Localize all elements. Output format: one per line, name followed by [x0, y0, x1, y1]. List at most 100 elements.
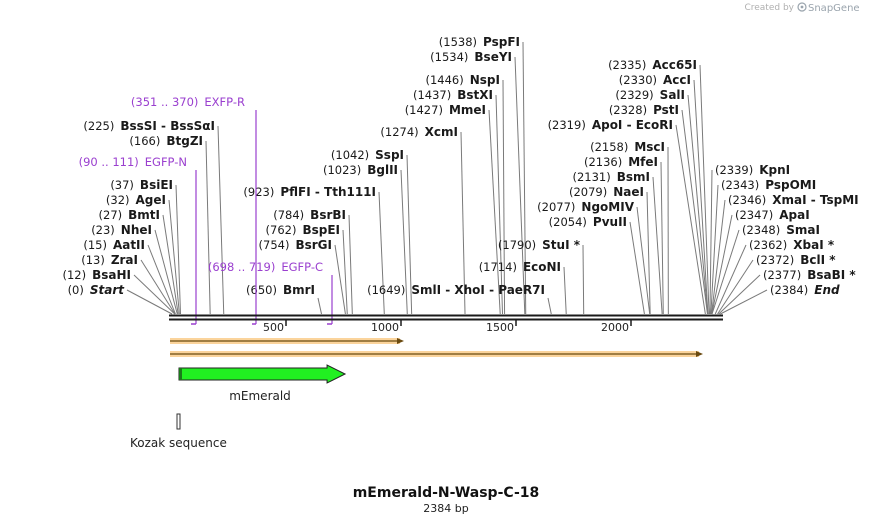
enzyme-name: AccI — [663, 73, 691, 87]
enzyme-name: PspOMI — [765, 178, 816, 192]
site-label[interactable]: (166) BtgZI — [129, 134, 203, 148]
enzyme-name: NheI — [121, 223, 152, 237]
site-label[interactable]: (32) AgeI — [106, 193, 166, 207]
site-label[interactable]: (2077) NgoMIV — [537, 200, 635, 214]
site-leader-line — [629, 221, 645, 315]
site-label[interactable]: (2372) BclI * — [756, 253, 836, 267]
enzyme-name: NspI — [470, 73, 500, 87]
backbone — [169, 314, 723, 321]
site-label[interactable]: (2347) ApaI — [735, 208, 810, 222]
site-label[interactable]: (2329) SalI — [615, 88, 685, 102]
enzyme-name: BmrI — [283, 283, 315, 297]
primer-label[interactable]: (351 .. 370) EXFP-R — [131, 95, 245, 109]
site-label[interactable]: (27) BmtI — [99, 208, 160, 222]
site-label[interactable]: (2319) ApoI - EcoRI — [548, 118, 673, 132]
site-label[interactable]: (13) ZraI — [81, 253, 138, 267]
site-position: (923) — [243, 185, 274, 199]
site-label[interactable]: (762) BspEI — [266, 223, 340, 237]
site-position: (1649) — [367, 283, 405, 297]
site-label[interactable]: (2384) End — [770, 283, 840, 297]
site-label[interactable]: (2377) BsaBI * — [763, 268, 856, 282]
enzyme-name: ApoI - EcoRI — [592, 118, 673, 132]
site-label[interactable]: (0) Start — [68, 283, 126, 297]
enzyme-name: XmaI - TspMI — [772, 193, 858, 207]
site-label[interactable]: (2362) XbaI * — [749, 238, 835, 252]
enzyme-name: End — [814, 283, 840, 297]
site-label[interactable]: (2335) Acc65I — [608, 58, 697, 72]
site-position: (225) — [83, 119, 114, 133]
site-leader-line — [460, 131, 466, 315]
site-position: (2348) — [742, 223, 780, 237]
plasmid-length: 2384 bp — [423, 502, 468, 515]
site-label[interactable]: (15) AatII — [83, 238, 145, 252]
feature-kozak-box[interactable] — [176, 413, 181, 430]
primer-label[interactable]: (698 .. 719) EGFP-C — [208, 260, 323, 274]
site-leader-line — [348, 214, 353, 315]
plasmid-name: mEmerald-N-Wasp-C-18 — [353, 485, 540, 501]
site-position: (2335) — [608, 58, 646, 72]
enzyme-name: BspEI — [302, 223, 340, 237]
site-label[interactable]: (2054) PvuII — [549, 215, 627, 229]
feature-start-mark — [179, 368, 182, 380]
site-position: (1446) — [426, 73, 464, 87]
site-leader-line — [168, 199, 180, 315]
site-label[interactable]: (650) BmrI — [246, 283, 315, 297]
feature-layer: mEmerald Kozak sequence — [130, 364, 347, 450]
site-leader-line — [720, 289, 768, 315]
site-label[interactable]: (2348) SmaI — [742, 223, 820, 237]
site-label[interactable]: (2346) XmaI - TspMI — [728, 193, 859, 207]
site-label[interactable]: (23) NheI — [91, 223, 152, 237]
primer-range: (351 .. 370) — [131, 95, 199, 109]
site-position: (754) — [259, 238, 290, 252]
site-label[interactable]: (1649) SmlI - XhoI - PaeR7I — [367, 283, 545, 297]
site-label[interactable]: (2330) AccI — [619, 73, 691, 87]
site-label[interactable]: (1446) NspI — [426, 73, 501, 87]
site-position: (2079) — [569, 185, 607, 199]
site-label[interactable]: (923) PflFI - Tth111I — [243, 185, 376, 199]
site-label[interactable]: (2158) MscI — [590, 140, 665, 154]
primer-label[interactable]: (90 .. 111) EGFP-N — [79, 155, 187, 169]
site-label[interactable]: (2343) PspOMI — [721, 178, 816, 192]
enzyme-name: SalI — [660, 88, 685, 102]
site-label[interactable]: (37) BsiEI — [110, 178, 173, 192]
site-label[interactable]: (1427) MmeI — [405, 103, 486, 117]
site-label[interactable]: (12) BsaHI — [62, 268, 131, 282]
enzyme-name: BssSI - BssSαI — [120, 119, 215, 133]
site-label[interactable]: (1534) BseYI — [430, 50, 512, 64]
feature-mEmerald-arrow[interactable] — [178, 364, 347, 384]
site-label[interactable]: (1042) SspI — [331, 148, 404, 162]
site-label[interactable]: (784) BsrBI — [273, 208, 346, 222]
site-label[interactable]: (1274) XcmI — [380, 125, 458, 139]
primer-range: (698 .. 719) — [208, 260, 276, 274]
site-label[interactable]: (1023) BglII — [323, 163, 398, 177]
site-label[interactable]: (1437) BstXI — [413, 88, 493, 102]
enzyme-name: XbaI * — [793, 238, 835, 252]
site-position: (1534) — [430, 50, 468, 64]
site-leader-line — [126, 289, 173, 315]
site-position: (2330) — [619, 73, 657, 87]
site-position: (2377) — [763, 268, 801, 282]
enzyme-name: BsrBI — [310, 208, 346, 222]
site-label[interactable]: (2328) PstI — [609, 103, 679, 117]
site-label[interactable]: (2131) BsmI — [572, 170, 650, 184]
ruler-tick-label: 1500 — [486, 321, 514, 334]
site-label[interactable]: (2136) MfeI — [584, 155, 658, 169]
site-label[interactable]: (754) BsrGI — [259, 238, 332, 252]
site-label[interactable]: (1714) EcoNI — [479, 260, 561, 274]
enzyme-name: Acc65I — [652, 58, 697, 72]
site-leader-line — [547, 297, 552, 315]
enzyme-name: Start — [90, 283, 125, 297]
site-leader-line — [717, 259, 754, 315]
site-label[interactable]: (1790) StuI * — [498, 238, 581, 252]
site-position: (2362) — [749, 238, 787, 252]
enzyme-name: BstXI — [457, 88, 493, 102]
site-label[interactable]: (1538) PspFI — [439, 35, 520, 49]
site-leader-line — [334, 244, 346, 315]
brand-name: SnapGene — [808, 3, 860, 14]
site-label[interactable]: (225) BssSI - BssSαI — [83, 119, 215, 133]
site-leader-line — [406, 154, 413, 315]
site-label[interactable]: (2339) KpnI — [715, 163, 790, 177]
site-label[interactable]: (2079) NaeI — [569, 185, 644, 199]
brand-prefix: Created by — [744, 3, 794, 13]
site-position: (2343) — [721, 178, 759, 192]
